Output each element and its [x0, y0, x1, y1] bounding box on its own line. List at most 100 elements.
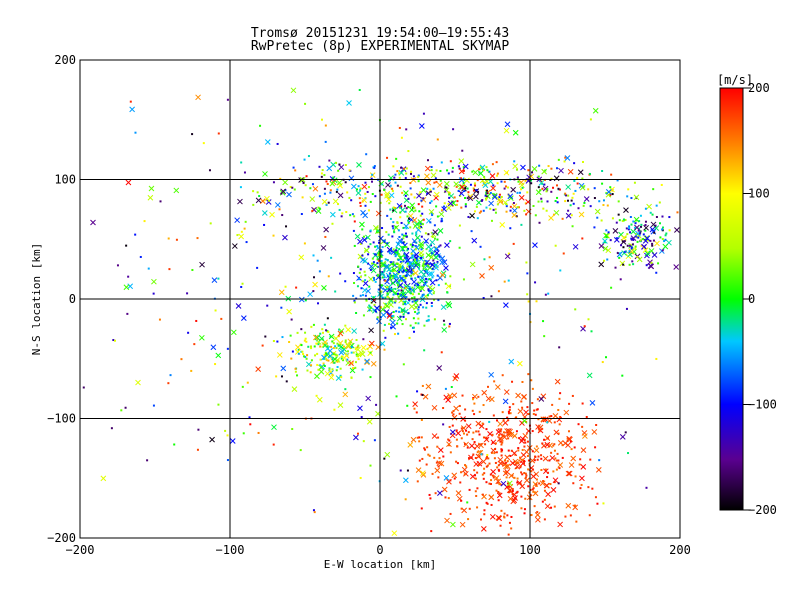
data-point-dot	[574, 475, 577, 478]
data-point-dot	[426, 446, 429, 449]
data-point-dot	[498, 193, 501, 196]
data-point-dot	[486, 502, 489, 505]
data-point-dot	[409, 243, 412, 246]
data-point-dot	[399, 257, 402, 260]
data-point-dot	[316, 363, 319, 366]
data-point-cross	[544, 441, 551, 448]
data-point-cross	[475, 420, 482, 427]
data-point-cross	[441, 259, 448, 266]
data-point-dot	[531, 488, 534, 491]
data-point-cross	[445, 397, 451, 403]
data-point-dot	[421, 264, 424, 267]
data-point-dot	[403, 256, 406, 259]
data-point-dot	[396, 322, 399, 325]
data-point-dot	[507, 412, 510, 415]
data-point-dot	[427, 278, 430, 281]
x-axis-label: E-W location [km]	[324, 558, 437, 571]
data-point-dot	[485, 206, 488, 209]
data-point-dot	[391, 190, 394, 193]
data-point-dot	[356, 285, 359, 288]
data-point-dot	[363, 270, 366, 273]
data-point-dot	[590, 330, 593, 333]
data-point-dot	[440, 217, 443, 220]
data-point-dot	[422, 218, 425, 221]
data-point-cross	[355, 190, 362, 196]
data-point-dot	[460, 507, 463, 510]
data-point-dot	[331, 340, 334, 343]
data-point-dot	[380, 306, 383, 309]
data-point-dot	[518, 459, 521, 462]
data-point-dot	[595, 424, 598, 427]
data-point-dot	[375, 403, 378, 406]
data-point-dot	[455, 429, 458, 432]
data-point-cross	[414, 234, 421, 241]
data-point-dot	[462, 432, 465, 435]
data-point-dot	[398, 176, 401, 179]
data-point-dot	[323, 353, 326, 356]
data-point-dot	[422, 112, 425, 115]
data-point-cross	[397, 262, 403, 268]
data-point-dot	[507, 485, 510, 488]
data-point-cross	[465, 423, 472, 430]
data-point-dot	[500, 195, 503, 198]
data-point-dot	[540, 197, 543, 200]
data-point-cross	[558, 167, 564, 174]
data-point-dot	[175, 238, 178, 241]
data-point-dot	[361, 350, 364, 353]
data-point-dot	[482, 404, 485, 407]
data-point-dot	[538, 221, 541, 224]
data-point-dot	[404, 276, 407, 279]
data-point-dot	[577, 207, 580, 210]
data-point-dot	[479, 210, 482, 213]
data-point-dot	[217, 277, 220, 280]
data-point-dot	[387, 288, 390, 291]
data-point-dot	[513, 160, 516, 163]
data-point-cross	[540, 393, 547, 400]
data-point-dot	[420, 222, 423, 225]
data-point-dot	[500, 509, 503, 512]
data-point-dot	[553, 421, 556, 424]
data-point-dot	[377, 259, 380, 262]
data-point-cross	[234, 217, 241, 224]
data-point-dot	[383, 323, 386, 326]
data-point-cross	[443, 265, 449, 271]
data-point-dot	[303, 242, 306, 245]
y-tick-label: −200	[47, 531, 76, 545]
data-point-dot	[209, 222, 212, 225]
data-point-dot	[530, 182, 533, 185]
data-point-dot	[373, 166, 376, 169]
data-point-dot	[472, 453, 475, 456]
data-point-dot	[508, 521, 511, 524]
data-point-dot	[333, 408, 336, 411]
data-point-dot	[485, 166, 488, 169]
data-point-cross	[592, 107, 599, 114]
data-point-cross	[553, 429, 560, 436]
data-point-dot	[524, 497, 527, 500]
data-point-dot	[400, 166, 403, 169]
data-point-dot	[406, 249, 409, 252]
data-point-dot	[446, 291, 449, 294]
data-point-cross	[309, 196, 316, 202]
data-point-dot	[659, 236, 662, 239]
data-point-dot	[418, 239, 421, 242]
data-point-dot	[544, 468, 547, 471]
data-point-dot	[543, 498, 546, 501]
data-point-dot	[357, 432, 360, 435]
data-point-dot	[394, 301, 397, 304]
data-point-cross	[602, 245, 609, 252]
data-point-cross	[517, 360, 523, 367]
data-point-dot	[425, 302, 428, 305]
data-point-dot	[452, 128, 455, 131]
data-point-dot	[435, 169, 438, 172]
data-point-cross	[471, 237, 478, 244]
data-point-cross	[472, 169, 479, 176]
data-point-dot	[376, 265, 379, 268]
data-point-dot	[457, 165, 460, 168]
data-point-dot	[617, 213, 620, 216]
data-point-dot	[504, 185, 507, 188]
data-point-cross	[444, 242, 450, 248]
data-point-dot	[332, 347, 335, 350]
data-point-dot	[644, 207, 647, 210]
data-point-cross	[475, 453, 482, 460]
